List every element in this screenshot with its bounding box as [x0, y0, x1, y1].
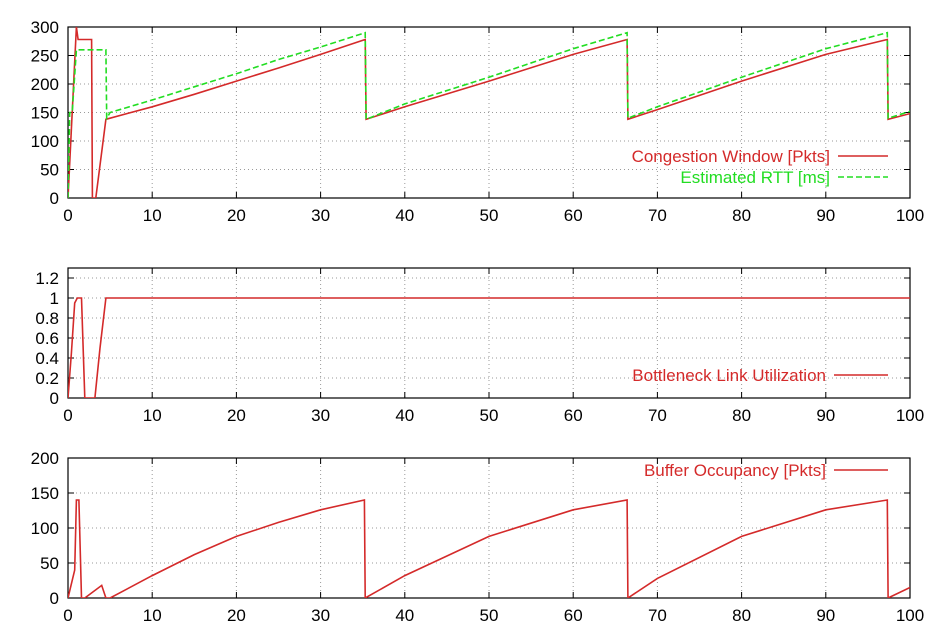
series-line: [68, 27, 910, 198]
y-tick-label: 0.6: [35, 329, 59, 348]
y-tick-label: 100: [31, 132, 59, 151]
plot-frame: [67, 267, 911, 399]
x-tick-label: 20: [227, 606, 246, 625]
x-tick-label: 20: [227, 206, 246, 225]
x-tick-label: 20: [227, 406, 246, 425]
y-tick-label: 200: [31, 75, 59, 94]
y-tick-label: 0.8: [35, 309, 59, 328]
y-tick-label: 100: [31, 519, 59, 538]
x-tick-label: 100: [896, 606, 924, 625]
legend-label: Estimated RTT [ms]: [680, 168, 830, 187]
y-tick-label: 0.2: [35, 369, 59, 388]
x-tick-label: 60: [564, 406, 583, 425]
legend-label: Buffer Occupancy [Pkts]: [644, 461, 826, 480]
y-tick-label: 0: [50, 389, 59, 408]
legend-label: Bottleneck Link Utilization: [632, 366, 826, 385]
x-tick-label: 100: [896, 406, 924, 425]
y-tick-label: 300: [31, 18, 59, 37]
y-tick-label: 150: [31, 104, 59, 123]
x-tick-label: 90: [816, 406, 835, 425]
x-tick-label: 80: [732, 406, 751, 425]
x-tick-label: 30: [311, 206, 330, 225]
x-tick-label: 100: [896, 206, 924, 225]
x-tick-label: 70: [648, 406, 667, 425]
x-tick-label: 0: [63, 606, 72, 625]
x-tick-label: 0: [63, 406, 72, 425]
x-tick-label: 40: [395, 606, 414, 625]
y-tick-label: 0: [50, 589, 59, 608]
x-tick-label: 80: [732, 206, 751, 225]
x-tick-label: 70: [648, 206, 667, 225]
x-tick-label: 40: [395, 206, 414, 225]
series-line: [68, 297, 910, 398]
x-tick-label: 0: [63, 206, 72, 225]
x-tick-label: 90: [816, 206, 835, 225]
x-tick-label: 80: [732, 606, 751, 625]
x-tick-label: 40: [395, 406, 414, 425]
plot-frame: [67, 26, 911, 199]
y-tick-label: 50: [40, 554, 59, 573]
plot-frame: [67, 457, 911, 599]
x-tick-label: 30: [311, 406, 330, 425]
y-tick-label: 150: [31, 484, 59, 503]
y-tick-label: 1: [50, 289, 59, 308]
y-tick-label: 0: [50, 189, 59, 208]
x-tick-label: 60: [564, 206, 583, 225]
y-tick-label: 1.2: [35, 269, 59, 288]
x-tick-label: 70: [648, 606, 667, 625]
y-tick-label: 250: [31, 47, 59, 66]
y-tick-label: 200: [31, 449, 59, 468]
x-tick-label: 10: [143, 406, 162, 425]
x-tick-label: 50: [480, 606, 499, 625]
legend-label: Congestion Window [Pkts]: [632, 147, 830, 166]
series-line: [68, 31, 910, 198]
y-tick-label: 0.4: [35, 349, 59, 368]
x-tick-label: 30: [311, 606, 330, 625]
y-tick-label: 50: [40, 161, 59, 180]
x-tick-label: 90: [816, 606, 835, 625]
x-tick-label: 10: [143, 606, 162, 625]
x-tick-label: 60: [564, 606, 583, 625]
series-line: [68, 499, 910, 598]
x-tick-label: 50: [480, 206, 499, 225]
x-tick-label: 50: [480, 406, 499, 425]
x-tick-label: 10: [143, 206, 162, 225]
